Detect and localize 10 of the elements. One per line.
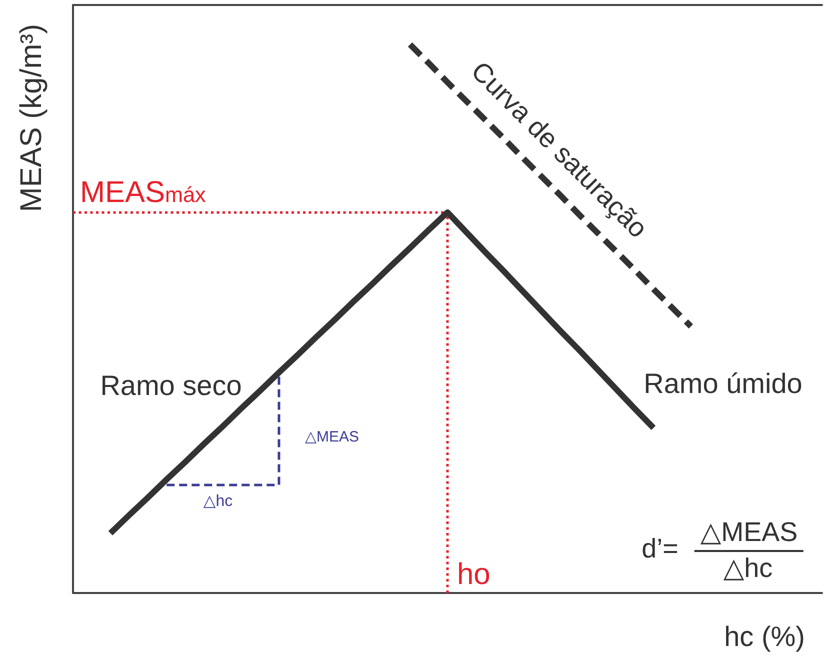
annotation: △hc: [203, 493, 233, 510]
annotation: △MEAS: [694, 517, 804, 552]
annotation: Ramo seco: [100, 370, 242, 401]
annotation: Ramo úmido: [644, 368, 802, 399]
annotation: △hc: [723, 553, 773, 583]
annotation: d’=: [642, 534, 678, 564]
annotation: △MEAS: [304, 428, 360, 446]
y-axis-title: MEAS (kg/m³): [15, 24, 48, 212]
x-axis-title: hc (%): [724, 621, 805, 652]
annotation: ho: [457, 558, 490, 591]
